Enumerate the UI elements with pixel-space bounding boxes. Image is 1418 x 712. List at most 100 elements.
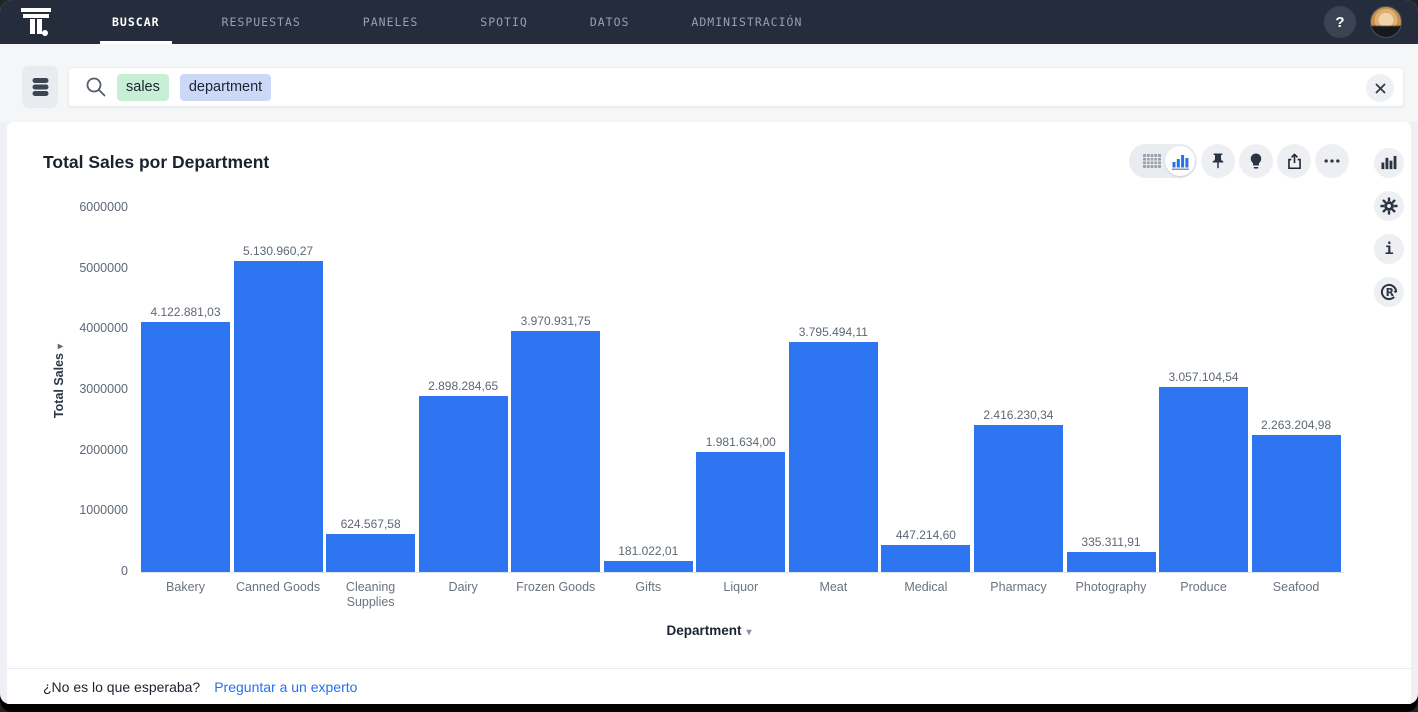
- x-tick-label: Dairy: [448, 580, 478, 594]
- bar-value-label: 3.970.931,75: [520, 314, 591, 329]
- x-axis-line: [141, 572, 1345, 573]
- answer-toolbar: [1129, 144, 1349, 178]
- view-toggle: [1129, 144, 1197, 178]
- y-tick-label: 1000000: [79, 503, 128, 518]
- pin-button[interactable]: [1201, 144, 1235, 178]
- chart-config-button[interactable]: [1374, 148, 1404, 178]
- top-nav: BUSCAR RESPUESTAS PANELES SPOTIQ DATOS A…: [0, 0, 1418, 44]
- pin-icon: [1212, 153, 1224, 169]
- bar-value-label: 181.022,01: [618, 544, 679, 559]
- search-input[interactable]: sales department: [68, 67, 1404, 107]
- x-axis-title[interactable]: Department ▾: [666, 623, 752, 638]
- search-token-sales[interactable]: sales: [117, 73, 169, 101]
- x-tick-label: Liquor: [723, 580, 759, 594]
- x-tick-label: Gifts: [635, 580, 662, 594]
- bar-dairy[interactable]: [418, 396, 508, 572]
- bar-value-label: 624.567,58: [340, 517, 401, 532]
- chart-view-button[interactable]: [1165, 146, 1195, 176]
- insight-bulb-icon: [1250, 153, 1262, 169]
- y-tick-label: 0: [121, 564, 128, 578]
- thoughtspot-logo-icon: [21, 7, 51, 37]
- settings-button[interactable]: [1374, 191, 1404, 221]
- x-tick-label: Frozen Goods: [516, 580, 596, 594]
- x-tick-label: Produce: [1180, 580, 1227, 594]
- nav-tabs: BUSCAR RESPUESTAS PANELES SPOTIQ DATOS A…: [100, 0, 814, 44]
- tab-datos[interactable]: DATOS: [589, 15, 630, 29]
- search-icon: [86, 77, 106, 97]
- table-view-icon: [1143, 154, 1161, 168]
- bar-seafood[interactable]: [1251, 434, 1341, 572]
- chart-config-icon: [1381, 155, 1397, 170]
- help-button[interactable]: ?: [1324, 6, 1356, 38]
- info-icon: i: [1384, 240, 1394, 258]
- y-axis-caret-icon: ▾: [55, 343, 66, 349]
- more-button[interactable]: [1315, 144, 1349, 178]
- bar-gifts[interactable]: [603, 561, 693, 572]
- bar-cleaning-supplies[interactable]: [326, 534, 416, 572]
- bar-bakery[interactable]: [141, 321, 230, 572]
- user-avatar[interactable]: [1370, 6, 1402, 38]
- tab-spotiq[interactable]: SPOTIQ: [480, 15, 528, 29]
- bar-value-label: 1.981.634,00: [705, 434, 776, 449]
- thoughtspot-logo[interactable]: [0, 0, 72, 44]
- x-tick-label: Bakery: [166, 580, 205, 594]
- x-tick-label: Canned Goods: [236, 580, 321, 594]
- settings-gear-icon: [1380, 197, 1398, 215]
- x-icon: [1375, 83, 1385, 93]
- bar-pharmacy[interactable]: [973, 425, 1063, 572]
- bar-value-label: 4.122.881,03: [150, 304, 221, 319]
- bar-value-label: 335.311,91: [1081, 534, 1141, 549]
- bar-value-label: 3.057.104,54: [1168, 369, 1239, 384]
- share-button[interactable]: [1277, 144, 1311, 178]
- answer-footer: ¿No es lo que esperaba? Preguntar a un e…: [7, 668, 1411, 704]
- table-view-button[interactable]: [1139, 144, 1165, 178]
- search-strip: sales department: [0, 44, 1418, 122]
- bar-value-label: 2.416.230,34: [983, 408, 1054, 423]
- x-tick-label: Meat: [819, 580, 848, 594]
- ask-expert-link[interactable]: Preguntar a un experto: [214, 678, 358, 695]
- bar-frozen-goods[interactable]: [511, 331, 601, 572]
- bar-meat[interactable]: [788, 341, 878, 572]
- search-token-department[interactable]: department: [179, 73, 272, 101]
- bar-photography[interactable]: [1066, 551, 1156, 572]
- bar-value-label: 2.263.204,98: [1261, 417, 1332, 432]
- answer-title: Total Sales por Department: [43, 152, 270, 172]
- nav-right: ?: [1324, 0, 1418, 44]
- tab-paneles[interactable]: PANELES: [362, 15, 419, 29]
- plot-area: Total Sales▾ Department ▾ 0 1000000 2000000…: [7, 122, 1411, 704]
- footer-question: ¿No es lo que esperaba?: [43, 678, 201, 695]
- svg-text:R: R: [1386, 286, 1395, 299]
- insight-button[interactable]: [1239, 144, 1273, 178]
- bar-medical[interactable]: [881, 544, 971, 572]
- more-icon: [1324, 159, 1340, 163]
- x-tick-label: Seafood: [1272, 580, 1320, 594]
- tab-administracion[interactable]: ADMINISTRACIÓN: [691, 15, 803, 29]
- x-tick-label: Photography: [1075, 580, 1147, 594]
- tab-respuestas[interactable]: RESPUESTAS: [221, 15, 301, 29]
- y-tick-label: 2000000: [79, 442, 128, 457]
- answer-card: Total Sales por Department: [7, 122, 1411, 704]
- bar-value-label: 5.130.960,27: [243, 243, 314, 258]
- info-button[interactable]: i: [1374, 234, 1404, 264]
- bar-canned-goods[interactable]: [233, 260, 323, 572]
- data-source-button[interactable]: [22, 66, 58, 108]
- clear-search-button[interactable]: [1366, 74, 1394, 102]
- x-tick-label: Pharmacy: [990, 580, 1047, 594]
- bar-liquor[interactable]: [696, 451, 786, 572]
- r-analysis-button[interactable]: R: [1374, 277, 1404, 307]
- bar-value-label: 3.795.494,11: [798, 324, 868, 339]
- x-tick-label: Cleaning Supplies: [345, 580, 396, 609]
- bar-value-label: 447.214,60: [895, 527, 956, 542]
- database-icon: [32, 77, 48, 96]
- chart-view-icon: [1171, 154, 1189, 170]
- y-tick-label: 6000000: [79, 200, 128, 214]
- tab-buscar[interactable]: BUSCAR: [100, 0, 172, 44]
- x-axis-caret-icon: ▾: [746, 627, 752, 638]
- x-tick-label: Medical: [904, 580, 948, 594]
- r-analysis-icon: R: [1380, 283, 1398, 301]
- y-tick-label: 3000000: [79, 382, 128, 396]
- share-icon: [1287, 153, 1301, 169]
- bar-produce[interactable]: [1159, 386, 1249, 572]
